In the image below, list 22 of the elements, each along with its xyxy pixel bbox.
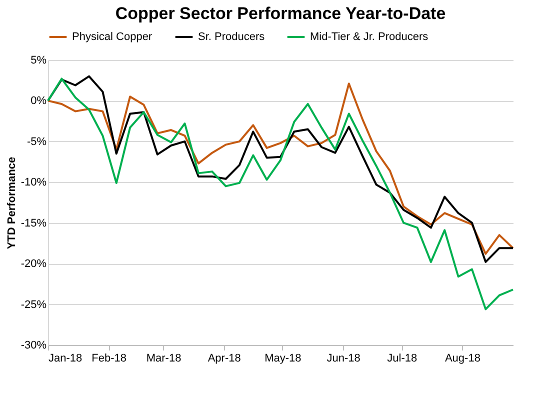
line-series [47,78,514,310]
y-tick-label: -30% [20,340,47,352]
x-tick-label: May-18 [264,352,302,364]
x-tick-label: Feb-18 [92,352,126,364]
legend-label: Physical Copper [72,31,152,43]
y-tick-label: 5% [30,54,47,66]
x-tick-label: Mar-18 [146,352,182,364]
y-tick-label: -20% [20,258,47,270]
y-axis-title: YTD Performance [6,156,18,250]
y-tick-label: -15% [20,217,47,230]
y-tick-label: -10% [20,176,47,189]
legend-label: Mid-Tier & Jr. Producers [310,31,429,43]
x-tick-label: Jun-18 [326,352,360,364]
y-tick-label: 0% [30,95,47,108]
x-tick-label: Aug-18 [444,352,480,364]
x-tick-label: Apr-18 [208,352,241,364]
x-tick-label: Jan-18 [48,352,82,364]
chart-title: Copper Sector Performance Year-to-Date [115,4,446,23]
y-tick-label: -25% [20,298,47,311]
y-tick-label: -5% [26,136,47,148]
x-tick-label: Jul-18 [387,352,418,364]
legend-label: Sr. Producers [198,31,266,43]
